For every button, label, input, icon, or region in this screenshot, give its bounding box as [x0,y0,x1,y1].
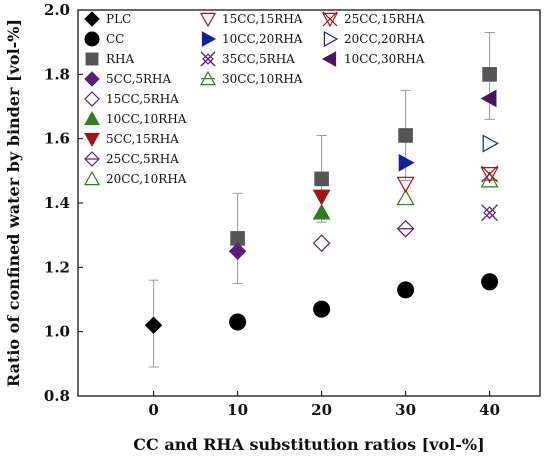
legend-item: 5CC,15RHA [84,132,179,148]
legend-label: 30CC,10RHA [222,72,303,86]
legend-label: PLC [106,12,131,26]
legend-label: 25CC,5RHA [106,152,179,166]
legend-label: 20CC,10RHA [106,172,187,186]
y-tick-label: 2.0 [44,1,70,19]
x-tick-label: 20 [311,401,332,419]
data-point [482,134,499,153]
legend-label: 5CC,5RHA [106,72,172,86]
legend-marker [321,11,339,28]
legend-marker [201,31,217,47]
data-point [480,89,497,108]
legend-marker [84,11,100,27]
data-point [396,219,415,238]
data-point [397,281,415,299]
legend-item: 10CC,10RHA [84,110,187,126]
data-point [398,153,415,172]
x-axis: 0 10 20 30 40 [148,391,500,419]
legend-label: 10CC,30RHA [344,52,425,66]
legend-marker [85,52,99,66]
legend-marker [84,132,100,148]
legend-marker [84,110,100,126]
legend-label: 15CC,5RHA [106,92,179,106]
legend-marker [199,12,217,28]
data-point [312,189,331,206]
legend-marker [199,70,217,86]
data-point [482,67,497,82]
legend-item: PLC [84,11,131,27]
legend-label: 5CC,15RHA [106,132,179,146]
legend-marker [83,170,101,186]
legend-marker [200,51,216,67]
legend-item: 25CC,15RHA [321,11,425,28]
legend-item: 15CC,5RHA [84,91,179,107]
y-tick-label: 1.2 [44,258,70,276]
data-point [312,203,331,220]
y-tick-label: 1.8 [44,65,70,83]
legend-item: 20CC,10RHA [83,170,187,186]
data-point [481,273,499,291]
legend: PLC CC RHA 5CC,5RHA 15CC,5RHA 10CC,10RHA 5CC,1… [83,11,425,186]
legend-label: 25CC,15RHA [344,12,425,26]
legend-label: CC [106,32,124,46]
legend-marker [321,51,337,67]
legend-item: RHA [85,52,135,66]
data-point [228,242,247,260]
plot-area [77,9,541,397]
legend-item: 5CC,5RHA [84,71,172,87]
legend-label: RHA [106,52,135,66]
y-tick-label: 0.8 [44,387,70,405]
legend-label: 15CC,15RHA [222,12,303,26]
legend-marker [84,71,100,87]
data-point [396,188,415,206]
legend-label: 10CC,10RHA [106,112,187,126]
legend-label: 20CC,20RHA [344,32,425,46]
data-point [480,165,499,184]
data-point [314,171,329,187]
y-tick-label: 1.0 [44,323,70,341]
legend-label: 35CC,5RHA [222,52,295,66]
legend-marker [84,91,100,107]
legend-item: 25CC,5RHA [84,151,179,167]
legend-item: 10CC,30RHA [321,51,425,67]
legend-label: 10CC,20RHA [222,32,303,46]
y-tick-label: 1.6 [44,130,70,148]
legend-marker [84,151,100,167]
data-point [396,176,415,193]
y-axis: 0.8 1.0 1.2 1.4 1.6 1.8 2.0 [44,1,83,405]
x-tick-label: 10 [227,401,248,419]
legend-item: 35CC,5RHA [200,51,295,67]
x-tick-label: 30 [395,401,416,419]
data-point [481,204,499,222]
x-tick-label: 40 [479,401,500,419]
data-point [313,300,331,318]
data-point [229,313,247,331]
x-axis-label: CC and RHA substitution ratios [vol-%] [133,435,484,454]
legend-item: 15CC,15RHA [199,12,303,28]
data-point [398,128,413,143]
data-point [144,316,163,334]
data-point [312,234,331,253]
data-points [144,67,499,334]
legend-item: 20CC,20RHA [323,30,425,48]
x-tick-label: 0 [148,401,158,419]
legend-item: 10CC,20RHA [201,31,303,47]
legend-marker [323,30,339,48]
legend-marker [84,31,100,47]
y-axis-label: Ratio of confined water by binder [vol-%… [4,19,23,387]
legend-item: CC [84,31,124,47]
legend-item: 30CC,10RHA [199,70,303,86]
y-tick-label: 1.4 [44,194,70,212]
